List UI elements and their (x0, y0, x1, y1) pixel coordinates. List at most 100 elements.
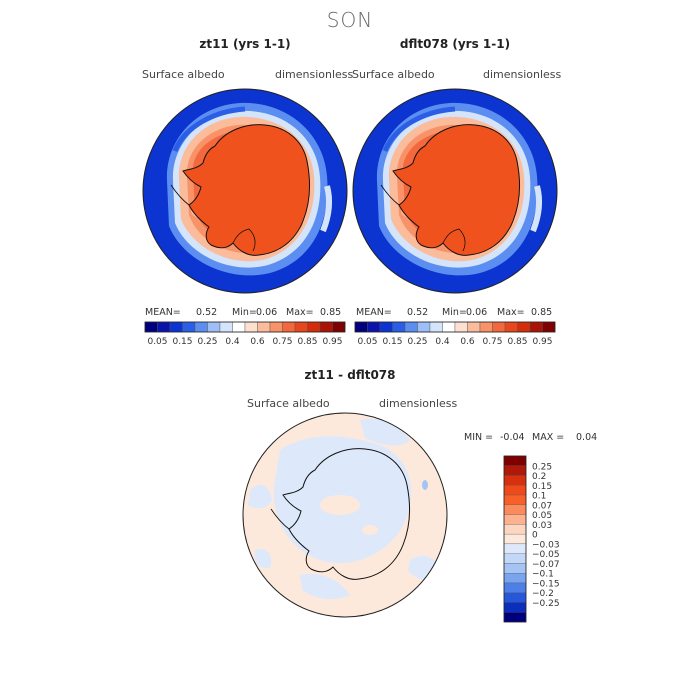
colorbar-1-tick-label: 0.4 (225, 337, 240, 347)
colorbar-1-swatch (332, 321, 346, 333)
difference-map (242, 412, 448, 618)
diff-colorbar-swatch (503, 533, 527, 545)
colorbar-2-tick-label: 0.15 (382, 337, 402, 347)
colorbar-2-swatch (379, 321, 393, 333)
diff-colorbar-tick-label: −0.07 (532, 560, 560, 570)
diff-colorbar-swatch (503, 602, 527, 613)
colorbar-1-swatch (319, 321, 333, 333)
colorbar-1-swatch (244, 321, 258, 333)
diff-colorbar-tick-label: −0.25 (532, 599, 560, 609)
colorbar-2-swatch (404, 321, 418, 333)
colorbar-1-tick-label: 0.95 (322, 337, 342, 347)
panel-1-min-value: 0.06 (256, 307, 278, 318)
panel-2-mean-value: 0.52 (407, 307, 429, 318)
colorbar-1-swatch (232, 321, 246, 333)
diff-colorbar-tick-label: −0.03 (532, 540, 560, 550)
colorbar-1-swatch (307, 321, 321, 333)
colorbar-2-swatch (467, 321, 481, 333)
colorbar-2-swatch (354, 321, 368, 333)
colorbar-2-tick-label: 0.4 (435, 337, 450, 347)
colorbar-2-swatch (429, 321, 443, 333)
colorbar-2-tick-label: 0.95 (532, 337, 552, 347)
panel-2-max-value: 0.85 (531, 307, 553, 318)
colorbar-2-tick-label: 0.75 (482, 337, 502, 347)
diff-panel-title: zt11 - dflt078 (304, 368, 396, 382)
colorbar-2-tick-label: 0.85 (507, 337, 527, 347)
diff-colorbar-tick-label: 0.05 (532, 511, 552, 521)
colorbar-1-swatch (157, 321, 171, 333)
diff-colorbar-tick-label: −0.1 (532, 570, 554, 580)
colorbar-2-swatch (479, 321, 493, 333)
colorbar-1-swatch (219, 321, 233, 333)
diff-colorbar-swatch (503, 514, 527, 525)
panel-2-mean-label: MEAN= (356, 307, 392, 318)
colorbar-1-tick-label: 0.25 (197, 337, 217, 347)
colorbar-2-tick-label: 0.25 (407, 337, 427, 347)
colorbar-2-swatch (454, 321, 468, 333)
panel-1-variable: Surface albedo (142, 68, 225, 81)
diff-colorbar-swatch (503, 582, 527, 593)
panel-1-title: zt11 (yrs 1-1) (199, 37, 291, 51)
colorbar-1-tick-label: 0.85 (297, 337, 317, 347)
panel-1-mean-label: MEAN= (145, 307, 181, 318)
diff-colorbar-tick-label: 0.07 (532, 501, 552, 511)
absolute-colorbars: 0.05 0.15 0.25 0.4 0.6 0.75 0.85 0.95 0.05 0.15 0.… (144, 321, 556, 347)
panel-1-units: dimensionless (275, 68, 354, 81)
colorbar-1-tick-label: 0.15 (172, 337, 192, 347)
diff-colorbar-swatch (503, 573, 527, 584)
diff-colorbar-tick-label: 0.1 (532, 492, 546, 502)
colorbar-2-swatch (392, 321, 406, 333)
diff-colorbar-swatch (503, 455, 527, 466)
difference-colorbar: 0.250.20.150.10.070.050.030−0.03−0.05−0.… (503, 455, 560, 623)
colorbar-1-swatch (207, 321, 221, 333)
diff-panel-units: dimensionless (379, 397, 458, 410)
colorbar-1-swatch (282, 321, 296, 333)
diff-colorbar-swatch (503, 612, 527, 623)
diff-min-value: -0.04 (500, 432, 525, 443)
diff-colorbar-swatch (503, 563, 527, 574)
colorbar-1-tick-label: 0.05 (147, 337, 167, 347)
colorbar-2-swatch (367, 321, 381, 333)
diff-colorbar-swatch (503, 543, 527, 554)
colorbar-1-swatch (269, 321, 283, 333)
diff-colorbar-tick-label: 0.15 (532, 482, 552, 492)
diff-colorbar-swatch (503, 485, 527, 496)
diff-colorbar-tick-label: −0.05 (532, 550, 560, 560)
colorbar-1-swatch (182, 321, 196, 333)
colorbar-2-swatch (504, 321, 518, 333)
diff-colorbar-tick-label: 0.03 (532, 521, 552, 531)
diff-colorbar-swatch (503, 524, 527, 535)
diff-max-label: MAX = (532, 432, 565, 443)
colorbar-1-swatch (169, 321, 183, 333)
panel-2-variable: Surface albedo (352, 68, 435, 81)
colorbar-2-swatch (442, 321, 456, 333)
diff-colorbar-swatch (503, 465, 527, 476)
diff-colorbar-swatch (503, 504, 527, 515)
diff-colorbar-swatch (503, 592, 527, 603)
colorbar-1-tick-label: 0.6 (250, 337, 265, 347)
absolute-maps (142, 88, 558, 294)
figure-title: SON (326, 8, 374, 32)
panel-2-min-value: 0.06 (466, 307, 488, 318)
diff-colorbar-tick-label: −0.15 (532, 579, 560, 589)
colorbar-1-swatch (144, 321, 158, 333)
colorbar-2-tick-label: 0.05 (357, 337, 377, 347)
colorbar-1-swatch (257, 321, 271, 333)
colorbar-2-swatch (529, 321, 543, 333)
diff-min-label: MIN = (464, 432, 494, 443)
diff-colorbar-tick-label: −0.2 (532, 589, 554, 599)
panel-2-min-label: Min= (442, 307, 467, 318)
diff-colorbar-tick-label: 0.25 (532, 462, 552, 472)
diff-colorbar-swatch (503, 494, 527, 505)
colorbar-1-swatch (194, 321, 208, 333)
panel-1-mean-value: 0.52 (196, 307, 218, 318)
panel-2-units: dimensionless (483, 68, 562, 81)
panel-1-max-label: Max= (286, 307, 314, 318)
colorbar-2-swatch (417, 321, 431, 333)
panel-1-max-value: 0.85 (320, 307, 342, 318)
diff-colorbar-tick-label: 0 (532, 531, 538, 541)
colorbar-2-swatch (517, 321, 531, 333)
panel-2-max-label: Max= (497, 307, 525, 318)
diff-max-value: 0.04 (576, 432, 598, 443)
diff-panel-variable: Surface albedo (247, 397, 330, 410)
